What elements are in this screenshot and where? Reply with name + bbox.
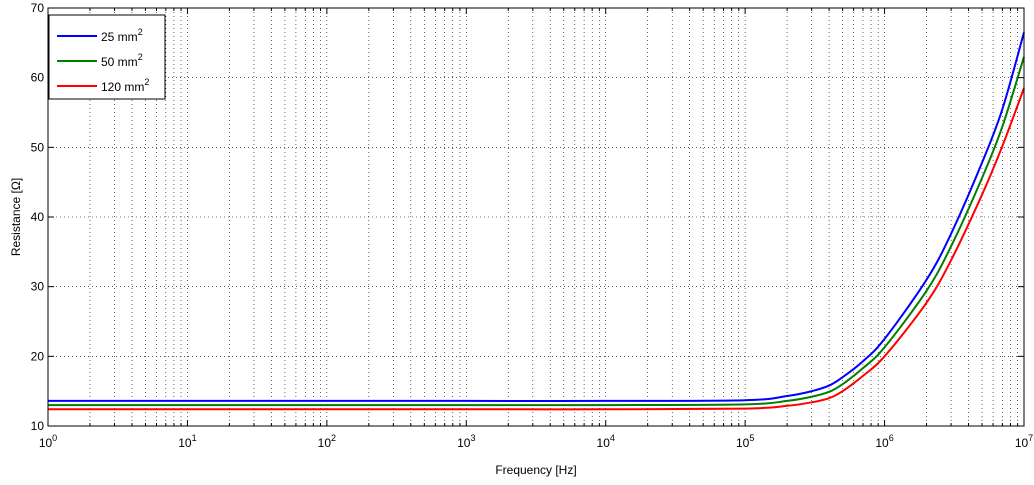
data-series: [48, 32, 1025, 411]
y-tick-label: 20: [31, 349, 45, 363]
series-line: [48, 32, 1025, 402]
y-tick-label: 10: [31, 419, 45, 433]
x-axis-label: Frequency [Hz]: [495, 463, 576, 477]
legend-entry: 25 mm2: [101, 27, 143, 44]
y-tick-label: 70: [31, 1, 45, 15]
legend-entry: 50 mm2: [101, 52, 143, 69]
legend: 25 mm2 50 mm2 120 mm2: [48, 14, 166, 100]
x-tick-label: 105: [736, 433, 754, 450]
series-line: [48, 87, 1025, 411]
x-tick-label: 101: [178, 433, 196, 450]
y-tick-label: 40: [31, 210, 45, 224]
x-tick-label: 106: [875, 433, 893, 450]
x-tick-label: 100: [39, 433, 57, 450]
x-tick-label: 102: [318, 433, 336, 450]
y-tick-label: 60: [31, 71, 45, 85]
x-tick-label: 104: [597, 433, 615, 450]
x-tick-label: 107: [1015, 433, 1033, 450]
grid-lines: [48, 8, 1024, 426]
y-tick-label: 50: [31, 140, 45, 154]
y-tick-labels: 10 20 30 40 50 60 70: [31, 1, 45, 433]
series-line: [48, 56, 1025, 407]
y-tick-label: 30: [31, 280, 45, 294]
legend-items: 25 mm2 50 mm2 120 mm2: [57, 27, 149, 94]
axis-ticks: [47, 7, 1024, 427]
x-tick-labels: 100 101 102 103 104 105 106 107: [39, 433, 1033, 450]
legend-entry: 120 mm2: [101, 77, 149, 94]
x-tick-label: 103: [457, 433, 475, 450]
y-axis-label: Resistance [Ω]: [9, 178, 23, 256]
